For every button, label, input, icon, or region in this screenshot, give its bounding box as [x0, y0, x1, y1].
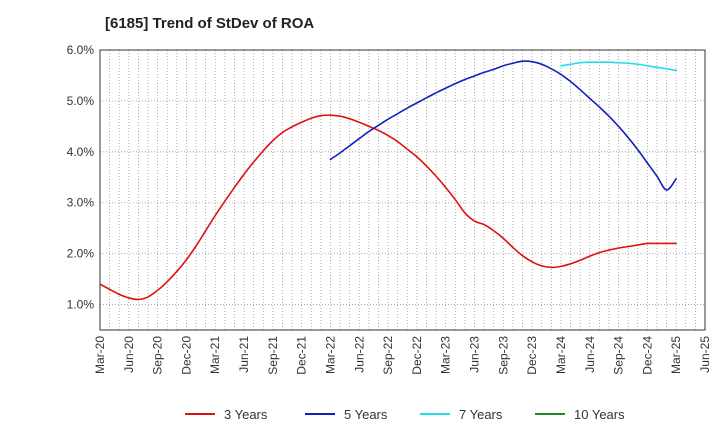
- x-tick-label: Dec-24: [640, 336, 654, 375]
- x-tick-label: Mar-23: [439, 336, 453, 374]
- x-tick-label: Jun-20: [122, 336, 136, 373]
- series-line-5-years: [329, 60, 677, 191]
- x-tick-label: Mar-24: [554, 336, 568, 374]
- x-tick-label: Jun-21: [237, 336, 251, 373]
- x-tick-label: Sep-24: [612, 336, 626, 375]
- x-tick-label: Sep-20: [151, 336, 165, 375]
- plot-border: [99, 49, 706, 331]
- x-tick-label: Sep-23: [496, 336, 510, 375]
- y-tick-label: 4.0%: [67, 145, 95, 159]
- chart-title: [6185] Trend of StDev of ROA: [105, 15, 315, 32]
- y-tick-label: 6.0%: [67, 43, 95, 57]
- legend-label: 7 Years: [459, 407, 503, 422]
- x-tick-label: Mar-20: [93, 336, 107, 374]
- x-tick-label: Dec-22: [410, 336, 424, 375]
- x-tick-label: Mar-22: [323, 336, 337, 374]
- series-line-3-years: [99, 114, 677, 301]
- x-tick-label: Sep-21: [266, 336, 280, 375]
- x-tick-label: Mar-21: [208, 336, 222, 374]
- x-tick-label: Dec-21: [295, 336, 309, 375]
- x-tick-label: Jun-22: [352, 336, 366, 373]
- y-tick-label: 3.0%: [67, 196, 95, 210]
- legend-label: 10 Years: [574, 407, 625, 422]
- legend-label: 5 Years: [344, 407, 388, 422]
- x-tick-label: Dec-20: [179, 336, 193, 375]
- x-tick-label: Jun-23: [468, 336, 482, 373]
- plot-area: [100, 50, 705, 330]
- x-tick-label: Sep-22: [381, 336, 395, 375]
- x-tick-label: Jun-25: [698, 336, 712, 373]
- x-tick-label: Mar-25: [669, 336, 683, 374]
- x-tick-label: Dec-23: [525, 336, 539, 375]
- y-tick-label: 5.0%: [67, 94, 95, 108]
- y-tick-label: 1.0%: [67, 298, 95, 312]
- series-line-7-years: [560, 61, 677, 72]
- y-tick-label: 2.0%: [67, 247, 95, 261]
- x-tick-label: Jun-24: [583, 336, 597, 373]
- legend-label: 3 Years: [224, 407, 268, 422]
